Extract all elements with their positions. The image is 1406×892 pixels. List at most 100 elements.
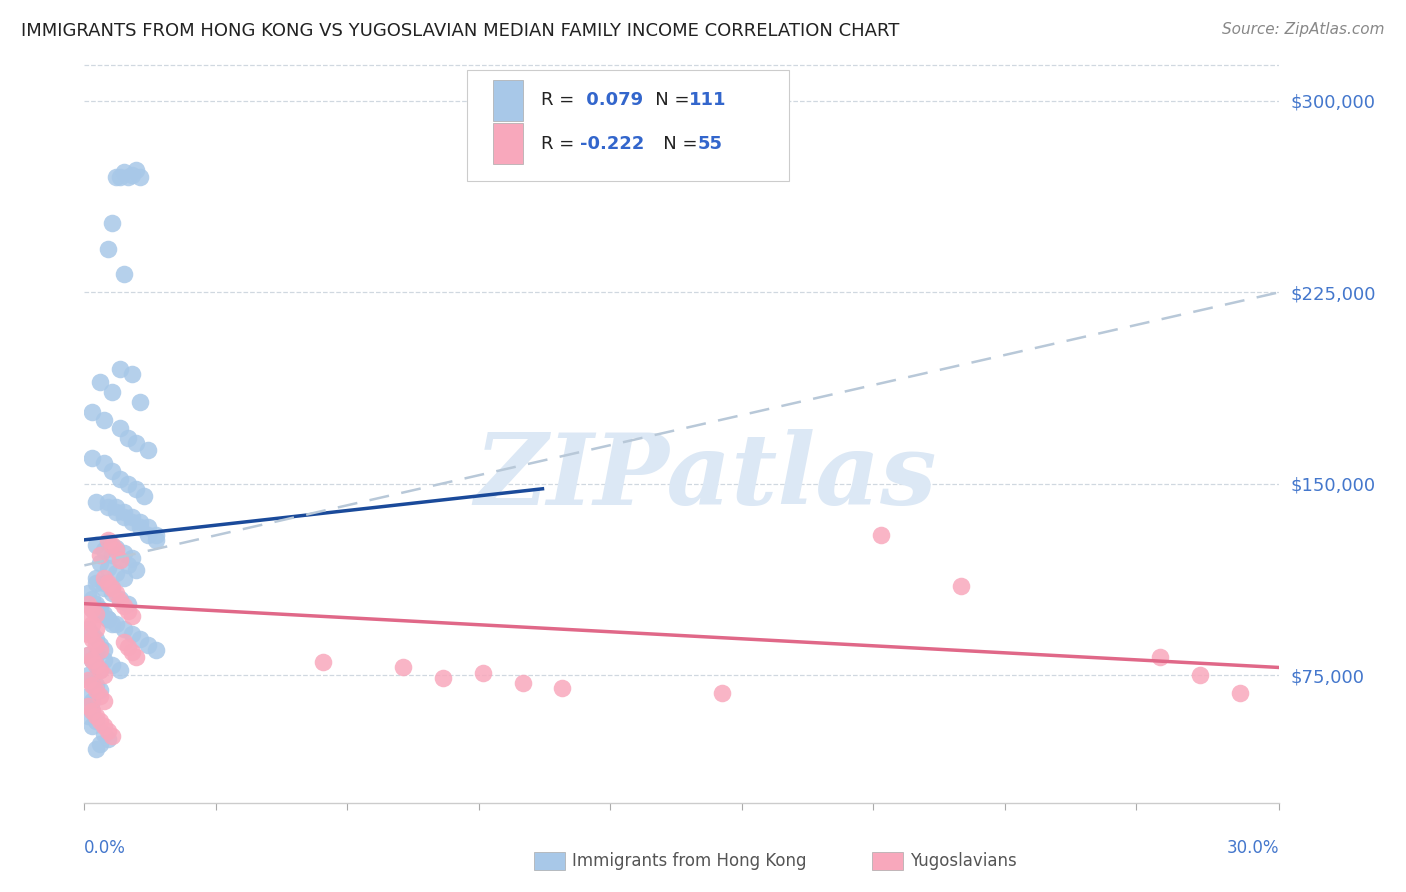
Text: 30.0%: 30.0% [1227, 838, 1279, 856]
Point [93, 571, 115, 585]
Point [93, 607, 115, 621]
Point [86, 638, 108, 652]
Point [77, 689, 100, 703]
Point [129, 515, 152, 529]
Point [86, 657, 108, 672]
Point [110, 663, 132, 677]
Point [77, 597, 100, 611]
Point [93, 727, 115, 741]
Point [112, 571, 135, 585]
Point [82, 601, 104, 615]
Point [392, 660, 415, 674]
Point [97, 612, 120, 626]
Point [136, 527, 159, 541]
Point [117, 597, 139, 611]
Point [86, 714, 108, 728]
Point [89, 642, 111, 657]
Point [93, 576, 115, 591]
Point [89, 601, 111, 615]
Point [145, 533, 167, 547]
Point [1188, 668, 1211, 682]
Point [97, 612, 120, 626]
Point [117, 558, 139, 573]
Text: 55: 55 [697, 135, 723, 153]
Point [82, 694, 104, 708]
Text: N =: N = [638, 91, 695, 109]
Point [101, 657, 124, 672]
Point [136, 443, 159, 458]
Text: Immigrants from Hong Kong: Immigrants from Hong Kong [572, 852, 807, 870]
Point [93, 653, 115, 667]
Point [77, 612, 100, 626]
Point [110, 553, 132, 567]
Point [112, 505, 135, 519]
Point [82, 704, 104, 718]
Point [110, 420, 132, 434]
Point [97, 576, 120, 591]
Text: -0.222: -0.222 [581, 135, 645, 153]
Point [101, 586, 124, 600]
Point [105, 541, 128, 555]
Point [105, 505, 128, 519]
Point [121, 509, 143, 524]
Point [101, 617, 124, 632]
Point [97, 724, 120, 739]
Point [112, 635, 135, 649]
Point [949, 579, 972, 593]
Point [112, 165, 135, 179]
Point [86, 576, 108, 591]
Point [136, 520, 159, 534]
Point [471, 665, 494, 680]
Point [112, 546, 135, 560]
Point [89, 556, 111, 570]
Point [77, 586, 100, 600]
Point [110, 594, 132, 608]
Point [125, 435, 148, 450]
Point [117, 431, 139, 445]
Point [512, 675, 534, 690]
Text: 0.0%: 0.0% [84, 838, 127, 856]
Point [101, 538, 124, 552]
Point [86, 648, 108, 662]
Text: R =: R = [541, 91, 579, 109]
Point [93, 456, 115, 470]
Point [101, 582, 124, 596]
Point [93, 719, 115, 733]
Point [870, 527, 893, 541]
Text: IMMIGRANTS FROM HONG KONG VS YUGOSLAVIAN MEDIAN FAMILY INCOME CORRELATION CHART: IMMIGRANTS FROM HONG KONG VS YUGOSLAVIAN… [21, 22, 900, 40]
Point [117, 604, 139, 618]
Point [89, 714, 111, 728]
Point [86, 683, 108, 698]
Point [112, 599, 135, 614]
Point [89, 737, 111, 751]
Point [136, 638, 159, 652]
Point [82, 653, 104, 667]
Point [145, 527, 167, 541]
Point [129, 395, 152, 409]
Point [101, 216, 124, 230]
Point [97, 731, 120, 746]
Point [121, 627, 143, 641]
Point [125, 482, 148, 496]
Text: 111: 111 [689, 91, 727, 109]
Point [97, 561, 120, 575]
Point [89, 683, 111, 698]
Point [77, 648, 100, 662]
Point [86, 597, 108, 611]
Point [101, 582, 124, 596]
Point [1149, 650, 1171, 665]
Point [82, 653, 104, 667]
Point [129, 170, 152, 185]
Point [82, 591, 104, 606]
FancyBboxPatch shape [494, 123, 523, 164]
Text: Yugoslavians: Yugoslavians [910, 852, 1017, 870]
Point [77, 698, 100, 713]
Point [117, 476, 139, 491]
Point [86, 622, 108, 636]
Point [101, 730, 124, 744]
Point [129, 520, 152, 534]
Point [82, 673, 104, 688]
Point [93, 582, 115, 596]
Point [551, 681, 574, 695]
FancyBboxPatch shape [494, 80, 523, 120]
